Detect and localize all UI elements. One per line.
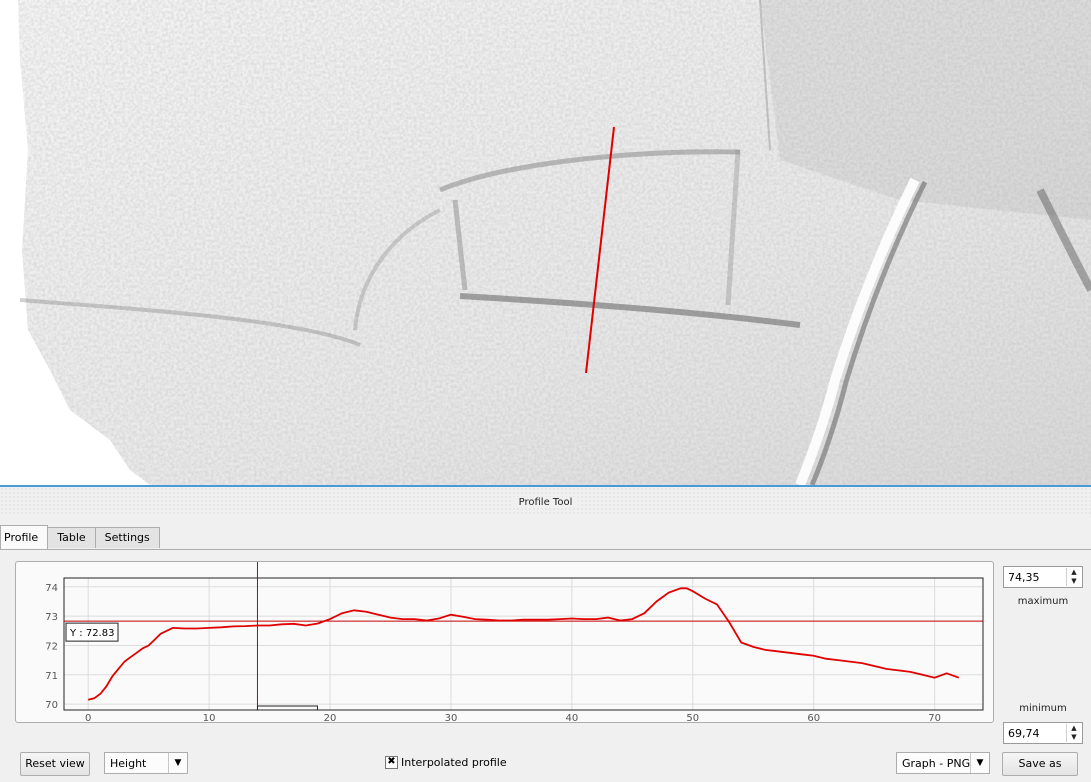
x-tick-label: 40 [566,713,579,722]
cursor-readout-text: Y : 72.83 [69,628,114,639]
y-tick-label: 71 [45,671,58,682]
x-tick-label: 70 [928,713,941,722]
plot-mode-value: Height [110,757,147,770]
profile-tab-pane: 70 71 72 73 74 0 10 20 30 40 50 60 70 Y : 72.83 74,… [0,549,1091,782]
tab-settings[interactable]: Settings [94,527,160,548]
x-tick-label: 50 [686,713,699,722]
profile-plot[interactable]: 70 71 72 73 74 0 10 20 30 40 50 60 70 Y : 72.83 [16,562,993,722]
tab-bar: Profile Table Settings [0,525,160,549]
y-tick-label: 73 [45,612,58,623]
maximum-spin-arrows[interactable]: ▲ ▼ [1066,568,1081,586]
spin-down-icon[interactable]: ▼ [1071,733,1077,741]
minimum-value[interactable]: 69,74 [1008,727,1040,740]
minimum-spin-arrows[interactable]: ▲ ▼ [1066,724,1081,742]
plot-mode-combo[interactable]: Height ▼ [104,752,188,774]
x-tick-label: 10 [203,713,216,722]
zoom-rubberband [256,705,318,711]
interpolated-profile-checkbox[interactable]: ✖ [385,756,398,769]
map-canvas[interactable] [0,0,1091,485]
hillshade-layer [0,0,1091,485]
x-tick-label: 20 [324,713,337,722]
tab-profile[interactable]: Profile [0,525,49,549]
y-axis-ticks: 70 71 72 73 74 [45,583,58,711]
y-tick-label: 70 [45,700,58,711]
x-tick-label: 0 [85,713,91,722]
y-tick-label: 74 [45,583,58,594]
profile-tool-panel: Profile Tool Profile Table Settings 70 71… [0,485,1091,782]
minimum-label: minimum [1019,703,1067,714]
spin-down-icon[interactable]: ▼ [1071,577,1077,585]
minimum-spinbox[interactable]: 69,74 ▲ ▼ [1003,722,1083,744]
maximum-value[interactable]: 74,35 [1008,571,1040,584]
export-format-combo[interactable]: Graph - PNG ▼ [896,752,990,774]
x-tick-label: 30 [445,713,458,722]
interpolated-profile-label[interactable]: Interpolated profile [401,756,507,769]
chevron-down-icon[interactable]: ▼ [970,753,989,773]
reset-view-button[interactable]: Reset view [20,752,90,776]
profile-plot-frame: 70 71 72 73 74 0 10 20 30 40 50 60 70 Y : 72.83 [15,561,994,723]
maximum-spinbox[interactable]: 74,35 ▲ ▼ [1003,566,1083,588]
profile-series-line [87,587,960,701]
y-tick-label: 72 [45,641,58,652]
cursor-readout-box: Y : 72.83 [65,622,119,642]
profile-line[interactable] [585,126,615,374]
save-as-button[interactable]: Save as [1002,752,1078,776]
dock-title: Profile Tool [512,497,579,508]
x-tick-label: 60 [807,713,820,722]
plot-grid [64,578,983,710]
x-axis-ticks: 0 10 20 30 40 50 60 70 [85,713,941,722]
spin-up-icon[interactable]: ▲ [1071,724,1077,732]
dock-title-bar[interactable]: Profile Tool [0,487,1091,515]
maximum-label: maximum [1017,596,1069,607]
plot-area-border [63,577,984,711]
chevron-down-icon[interactable]: ▼ [168,753,187,773]
export-format-value: Graph - PNG [902,757,971,770]
spin-up-icon[interactable]: ▲ [1071,568,1077,576]
tab-table[interactable]: Table [47,527,96,548]
